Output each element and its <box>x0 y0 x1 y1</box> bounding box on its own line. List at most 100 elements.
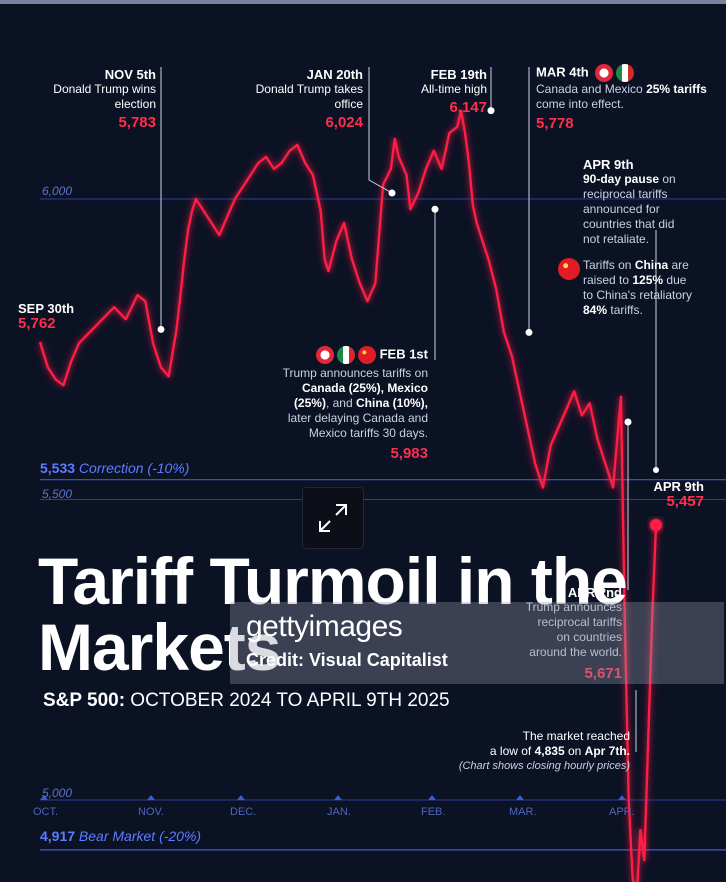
annotation-apr2-line2: reciprocal tariffs <box>537 615 622 629</box>
annotation-apr9-pause-line5: not retaliate. <box>583 232 650 246</box>
annotation-apr2-date: APR 2nd <box>567 585 622 600</box>
subtitle-bold: S&P 500: <box>43 690 126 711</box>
china-flag-icon <box>558 258 580 280</box>
bear-market-value: 4,917 <box>40 828 76 844</box>
annotation-feb1-header: FEB 1st <box>252 346 428 364</box>
annotation-low-line1: The market reached <box>522 729 630 743</box>
month-tick-2 <box>237 795 245 800</box>
annotation-nov5-value: 5,783 <box>118 114 156 131</box>
annotation-feb1-bold3: China (10%), <box>355 396 428 410</box>
annotation-mar4-text: Canada and Mexico 25% tariffs come into … <box>536 82 716 112</box>
month-tick-5 <box>516 795 524 800</box>
annotation-low-note: (Chart shows closing hourly prices) <box>458 760 630 772</box>
annotation-apr9-china-text2: are <box>668 258 689 272</box>
annotation-sep30-date: SEP 30th <box>18 301 75 316</box>
correction-text: Correction (-10%) <box>75 460 190 476</box>
annotation-apr9-close: APR 9th 5,457 <box>640 479 704 509</box>
annotation-feb1-line2: Canada (25%), Mexico <box>252 381 428 396</box>
annotation-feb19-date: FEB 19th <box>430 67 487 82</box>
annotation-apr9-china-text6: tariffs. <box>607 303 643 317</box>
annotation-feb1-line4: later delaying Canada and <box>287 411 428 425</box>
month-label-jan: JAN. <box>327 806 351 818</box>
annotation-apr9-close-date: APR 9th <box>653 479 704 494</box>
annotation-apr9-pause-line3: announced for <box>583 202 660 216</box>
annotation-apr9-china-line4: 84% tariffs. <box>583 303 721 318</box>
watermark-brand: gettyimages <box>246 610 403 643</box>
annotation-apr9-china-line1: Tariffs on China are <box>583 258 721 273</box>
annotation-sep30: SEP 30th 5,762 <box>18 301 74 331</box>
annotation-low-text3: on <box>564 744 585 758</box>
annotation-mar4-text-bold: 25% tariffs <box>646 82 707 96</box>
month-label-mar: MAR. <box>509 806 537 818</box>
leader-feb1-marker <box>431 205 439 213</box>
annotation-sep30-value: 5,762 <box>18 315 56 332</box>
bear-market-label: 4,917 Bear Market (-20%) <box>40 828 201 844</box>
leader-mar4-marker <box>525 328 533 336</box>
annotation-low: The market reached a low of 4,835 on Apr… <box>410 729 630 774</box>
china-flag-icon <box>357 346 376 364</box>
annotation-apr9-china-line2: raised to 125% due <box>583 273 721 288</box>
annotation-jan20: JAN 20th Donald Trump takes office 6,024 <box>250 67 363 130</box>
annotation-apr2: APR 2nd Trump announces reciprocal tarif… <box>505 585 622 681</box>
leader-jan20-marker <box>388 189 396 197</box>
annotation-apr9-pause: APR 9th 90-day pause on reciprocal tarif… <box>583 157 718 247</box>
top-border <box>0 0 726 4</box>
annotation-feb1-date: FEB 1st <box>379 346 428 362</box>
mexico-flag-icon <box>336 346 355 364</box>
annotation-low-text2: a low of <box>489 744 535 758</box>
annotation-nov5: NOV 5th Donald Trump wins election 5,783 <box>50 67 156 130</box>
leader-apr2-marker <box>624 418 632 426</box>
latest-close-marker <box>650 519 662 531</box>
bear-market-text: Bear Market (-20%) <box>75 828 202 844</box>
grid-label-6000: 6,000 <box>42 184 73 198</box>
annotation-apr9-pause-line1: 90-day pause on <box>583 172 718 187</box>
annotation-mar4-text-pre: Canada and Mexico <box>536 82 647 96</box>
annotation-apr9-close-value: 5,457 <box>666 493 704 510</box>
correction-label: 5,533 Correction (-10%) <box>40 460 189 476</box>
annotation-apr9-china: Tariffs on China are raised to 125% due … <box>583 258 721 318</box>
annotation-apr9-china-text1: Tariffs on <box>583 258 635 272</box>
leader-nov5-marker <box>157 325 165 333</box>
annotation-low-line2: a low of 4,835 on Apr 7th. <box>410 744 630 759</box>
chart-title: Tariff Turmoil in the Markets <box>38 544 628 684</box>
annotation-feb1-bold1: Canada (25%), Mexico <box>301 381 428 395</box>
annotation-feb1-line5: Mexico tariffs 30 days. <box>308 426 428 440</box>
annotation-mar4-text-post: come into effect. <box>536 97 624 111</box>
annotation-apr9-pause-text1: on <box>659 172 676 186</box>
month-label-oct: OCT. <box>33 806 59 818</box>
annotation-apr9-china-bold3: 84% <box>583 303 608 317</box>
month-label-feb: FEB. <box>421 806 446 818</box>
series-line-sp500 <box>38 109 658 882</box>
grid-label-5500: 5,500 <box>42 487 73 501</box>
annotation-feb1: FEB 1st Trump announces tariffs on Canad… <box>252 346 428 461</box>
annotation-low-bold1: 4,835 <box>534 744 565 758</box>
annotation-jan20-value: 6,024 <box>325 114 363 131</box>
annotation-mar4-date: MAR 4th <box>536 64 589 80</box>
annotation-apr9-pause-bold: 90-day pause <box>583 172 660 186</box>
correction-value: 5,533 <box>40 460 76 476</box>
chart-subtitle: S&P 500: OCTOBER 2024 TO APRIL 9TH 2025 <box>43 690 450 712</box>
annotation-apr9-china-line3: to China's retaliatory <box>583 288 693 302</box>
annotation-apr9-china-text4: due <box>663 273 687 287</box>
mexico-flag-icon <box>616 64 635 82</box>
annotation-feb1-line1: Trump announces tariffs on <box>282 366 428 380</box>
canada-flag-icon <box>315 346 334 364</box>
subtitle-rest: OCTOBER 2024 TO APRIL 9TH 2025 <box>125 690 450 711</box>
month-tick-0 <box>40 795 48 800</box>
annotation-low-bold2: Apr 7th. <box>584 744 630 758</box>
expand-button[interactable] <box>302 487 364 549</box>
annotation-jan20-date: JAN 20th <box>306 67 363 82</box>
grid-label-5000: 5,000 <box>42 786 73 800</box>
month-tick-1 <box>147 795 155 800</box>
annotation-jan20-text: Donald Trump takes office <box>255 82 363 111</box>
annotation-apr2-line4: around the world. <box>529 645 622 659</box>
annotation-apr9-pause-line4: countries that did <box>583 217 675 231</box>
annotation-apr2-line1: Trump announces <box>525 600 622 614</box>
month-tick-4 <box>428 795 436 800</box>
month-label-nov: NOV. <box>138 806 164 818</box>
annotation-apr9-china-text3: raised to <box>583 273 633 287</box>
leader-jan20 <box>368 67 393 194</box>
month-label-dec: DEC. <box>230 806 257 818</box>
